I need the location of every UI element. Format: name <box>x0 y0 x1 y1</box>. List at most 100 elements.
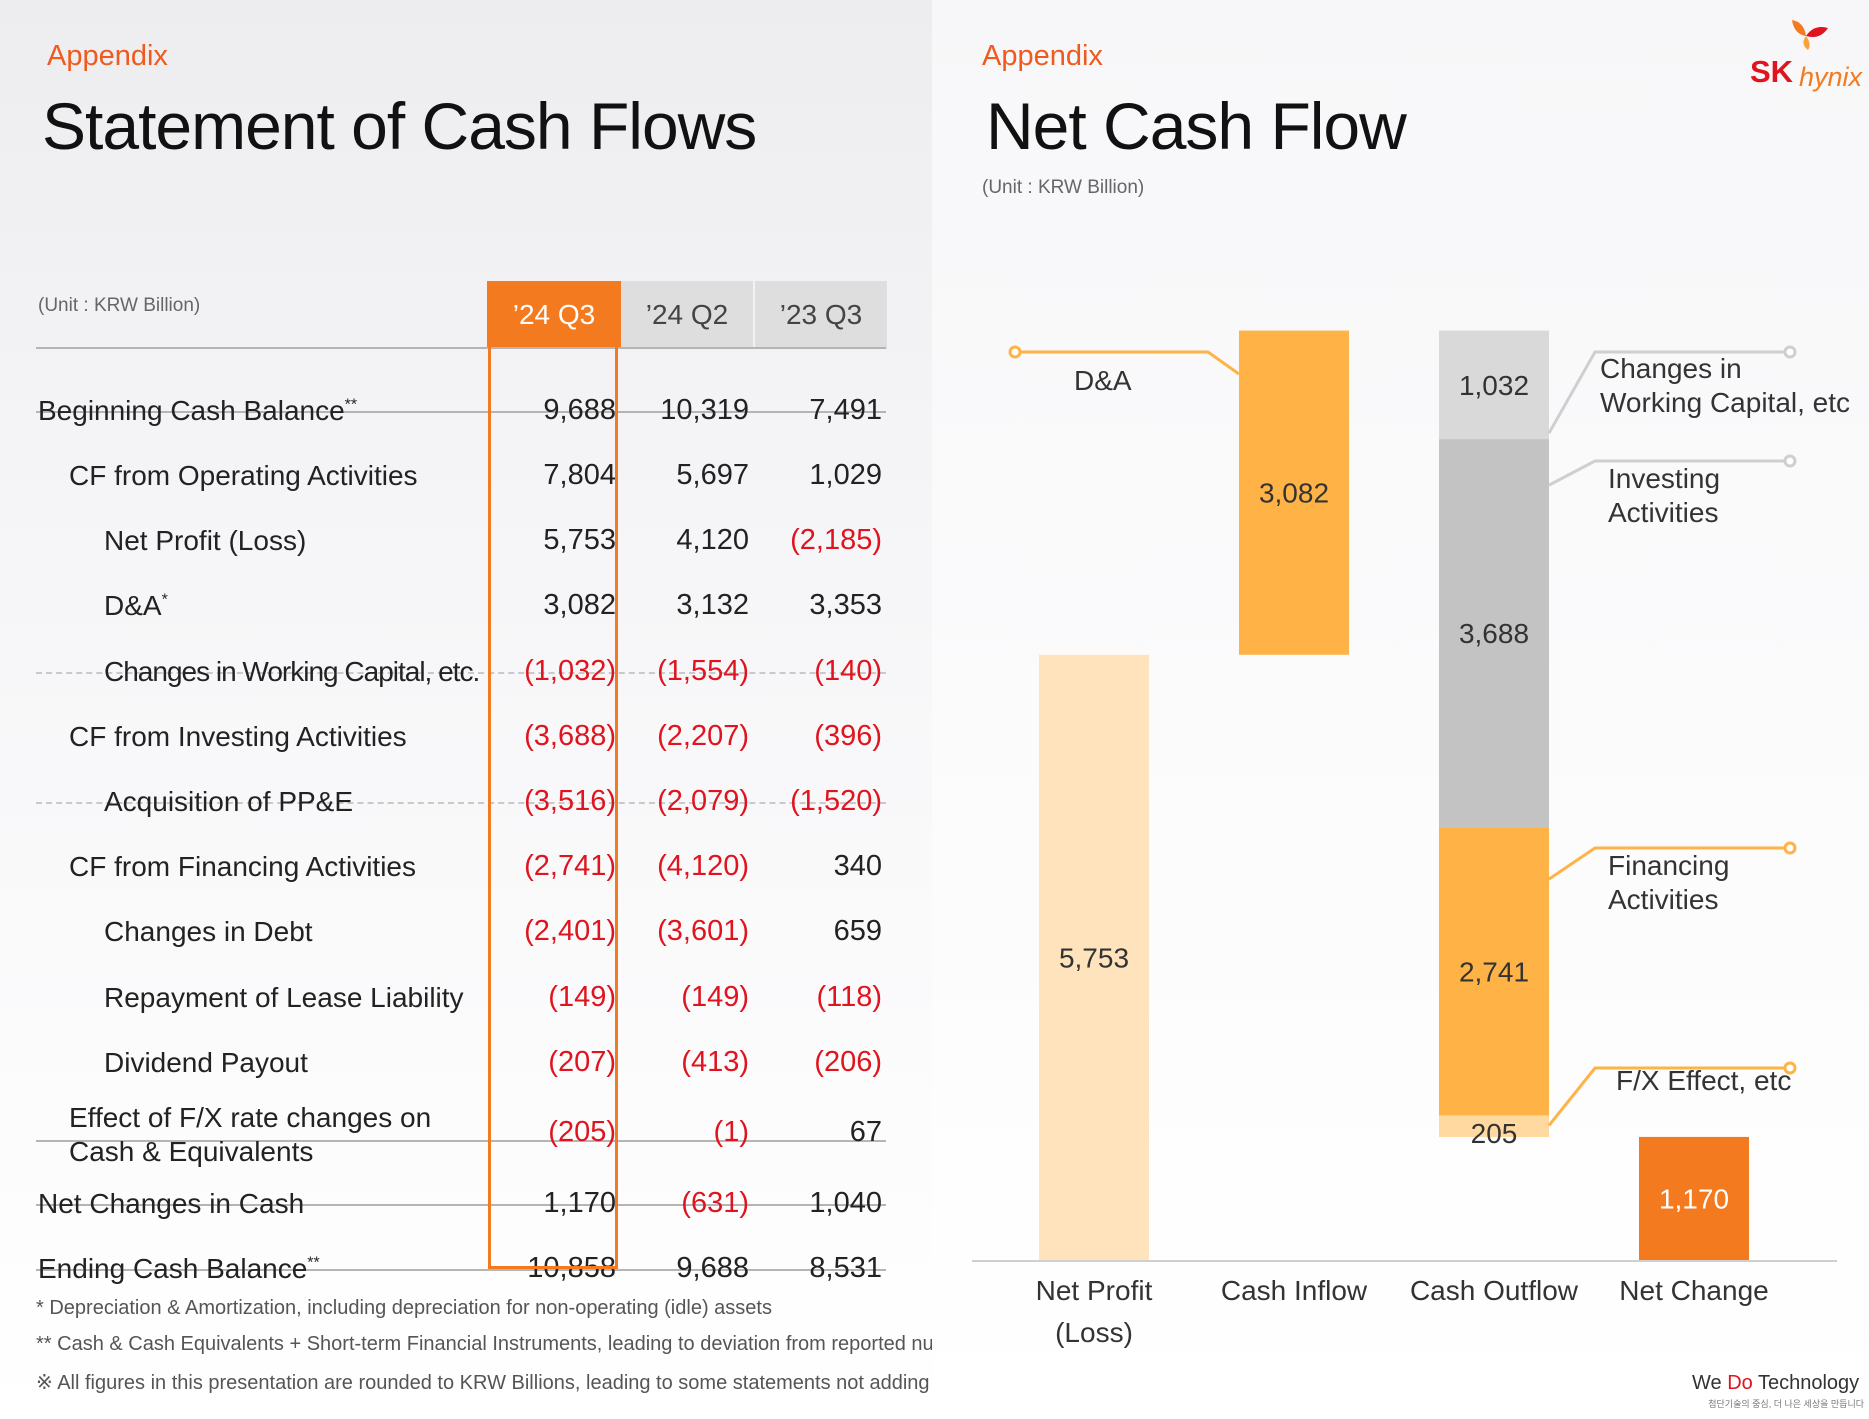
table-cell: 3,132 <box>676 589 749 621</box>
table-cell: 9,688 <box>676 1252 749 1284</box>
tagline-accent: Do <box>1727 1372 1753 1394</box>
table-cell: (2,741) <box>524 850 616 882</box>
tagline-post: Technology <box>1752 1372 1860 1394</box>
callout-label: F/X Effect, etc <box>1616 1065 1791 1096</box>
category-label: Cash Inflow <box>1221 1275 1368 1306</box>
category-label: (Loss) <box>1055 1317 1133 1348</box>
logo-sk: SK <box>1750 54 1794 89</box>
callout-line <box>1020 350 1240 376</box>
callout-line <box>1547 350 1785 434</box>
table-cell: 67 <box>849 1116 882 1148</box>
row-label-text: CF from Operating Activities <box>69 460 418 491</box>
row-label: CF from Investing Activities <box>69 721 407 753</box>
callout-label: Changes in <box>1600 353 1742 384</box>
bar-value-label: 1,170 <box>1659 1183 1729 1214</box>
callout-label-line-2: Activities <box>1608 497 1718 528</box>
sk-hynix-logo: SK hynix <box>1744 18 1869 92</box>
callout-dot <box>1783 841 1797 855</box>
row-label: CF from Financing Activities <box>69 851 416 883</box>
row-label-footnote-mark: ** <box>344 396 358 414</box>
row-label: CF from Operating Activities <box>69 460 418 492</box>
bar-value-label: 2,741 <box>1459 956 1529 987</box>
tagline-pre: We <box>1692 1372 1728 1394</box>
row-label: Changes in Working Capital, etc. <box>104 656 480 688</box>
right-title: Net Cash Flow <box>986 89 1407 163</box>
row-label-text: CF from Financing Activities <box>69 851 416 882</box>
butterfly-icon <box>1792 20 1828 50</box>
row-label: Net Profit (Loss) <box>104 525 306 557</box>
footnote-3: ※ All figures in this presentation are r… <box>36 1372 1059 1394</box>
table-cell: (2,401) <box>524 915 616 947</box>
callout-line <box>1547 1066 1785 1127</box>
table-cell: 10,858 <box>527 1252 616 1284</box>
callout-label-line-2: Working Capital, etc <box>1600 387 1850 418</box>
bar-segment <box>1239 330 1349 655</box>
table-cell: (1) <box>713 1116 749 1148</box>
row-label: Beginning Cash Balance** <box>38 395 357 427</box>
bar-segment <box>1439 827 1549 1116</box>
table-divider <box>36 347 886 349</box>
row-label-text: Acquisition of PP&E <box>104 786 354 817</box>
table-cell: 5,753 <box>543 524 616 556</box>
right-panel: Appendix Net Cash Flow (Unit : KRW Billi… <box>932 0 1869 1419</box>
footnote-1: * Depreciation & Amortization, including… <box>36 1297 772 1319</box>
column-header-1: ’24 Q2 <box>621 281 753 349</box>
row-label-line-2: Cash & Equivalents <box>69 1136 314 1167</box>
table-divider <box>36 1269 886 1271</box>
row-label-text: D&A <box>104 590 162 621</box>
table-cell: (140) <box>814 655 882 687</box>
bar-segment <box>1639 1136 1749 1260</box>
table-cell: 9,688 <box>543 394 616 426</box>
callout-label-line-2: Activities <box>1608 884 1718 915</box>
table-cell: 1,170 <box>543 1187 616 1219</box>
callout-label: D&A <box>1074 365 1132 396</box>
table-cell: 8,531 <box>809 1252 882 1284</box>
column-header-0: ’24 Q3 <box>487 281 621 349</box>
row-label-footnote-mark: ** <box>307 1254 320 1272</box>
table-cell: (631) <box>681 1187 749 1219</box>
row-label-text: Beginning Cash Balance <box>38 395 345 426</box>
row-label: Changes in Debt <box>104 916 313 948</box>
table-cell: 3,082 <box>543 589 616 621</box>
table-cell: 7,804 <box>543 459 616 491</box>
category-label: Net Change <box>1619 1275 1768 1306</box>
table-divider <box>36 802 886 804</box>
left-kicker: Appendix <box>47 40 168 72</box>
table-divider <box>36 411 886 413</box>
table-cell: 3,353 <box>809 589 882 621</box>
table-divider <box>36 672 886 674</box>
row-label: Ending Cash Balance** <box>38 1253 320 1285</box>
table-cell: 7,491 <box>809 394 882 426</box>
chart-unit: (Unit : KRW Billion) <box>982 177 1145 198</box>
column-header-2: ’23 Q3 <box>755 281 887 349</box>
right-kicker: Appendix <box>982 40 1103 72</box>
bar-segment <box>1439 330 1549 440</box>
table-cell: (118) <box>816 981 882 1013</box>
callout-label: Financing <box>1608 850 1729 881</box>
bar-segment <box>1439 1115 1549 1138</box>
table-cell: (396) <box>814 720 882 752</box>
row-label-text: Dividend Payout <box>104 1047 308 1078</box>
bar-segment <box>1039 654 1149 1260</box>
table-cell: 1,040 <box>809 1187 882 1219</box>
table-cell: (149) <box>548 981 616 1013</box>
bar-value-label: 3,082 <box>1259 478 1329 509</box>
row-label: D&A* <box>104 590 168 622</box>
row-label: Acquisition of PP&E <box>104 786 353 818</box>
bar-value-label: 3,688 <box>1459 618 1529 649</box>
bar-value-label: 205 <box>1471 1118 1518 1149</box>
callout-dot <box>1783 454 1797 468</box>
table-cell: 5,697 <box>676 459 749 491</box>
table-cell: 659 <box>833 915 882 947</box>
table-cell: 4,120 <box>676 524 749 556</box>
table-cell: (205) <box>548 1116 616 1148</box>
row-label-text: Repayment of Lease Liability <box>104 982 464 1013</box>
footnote-2: ** Cash & Cash Equivalents + Short-term … <box>36 1333 990 1355</box>
table-unit: (Unit : KRW Billion) <box>38 295 201 316</box>
category-label: Net Profit <box>1036 1275 1153 1306</box>
row-label-text: Ending Cash Balance <box>38 1253 308 1284</box>
table-cell: (1,032) <box>524 655 616 687</box>
tagline-sub: 첨단기술의 중심, 더 나은 세상을 만듭니다 <box>1708 1399 1864 1409</box>
left-panel: Appendix Statement of Cash Flows (Unit :… <box>0 0 1059 1419</box>
row-label-text: Net Changes in Cash <box>38 1188 305 1219</box>
